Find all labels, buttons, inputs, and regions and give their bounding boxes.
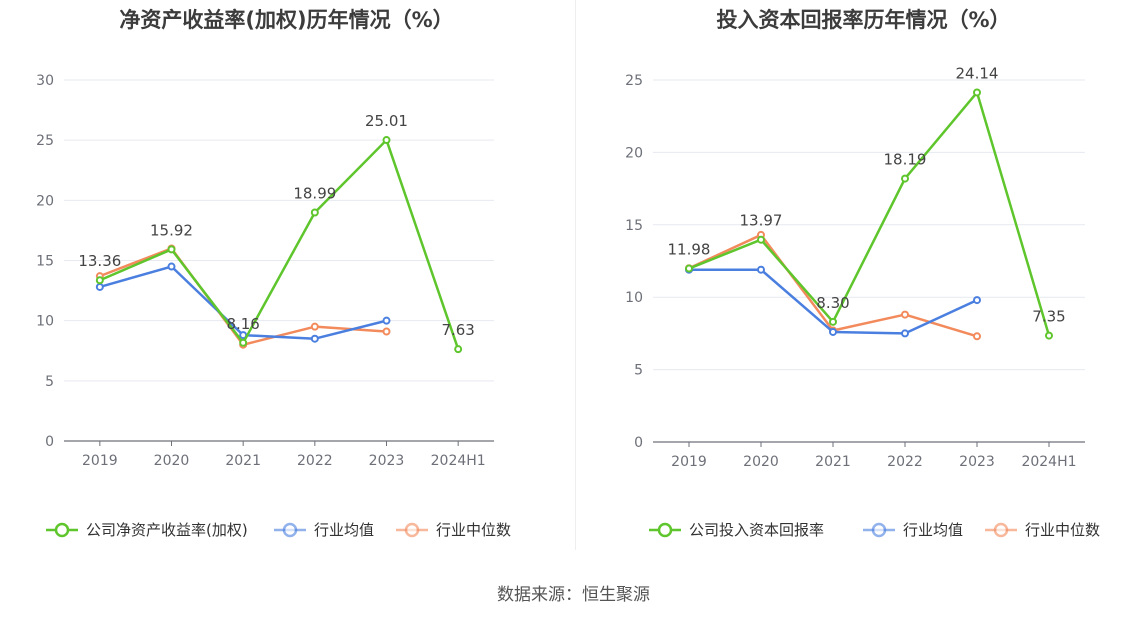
roic-chart-svg: 0 5 10 15 20 25 2019 2020 2021 2022 2023 2024H1 11.9… (625, 64, 1100, 539)
legend-label: 行业均值 (314, 521, 374, 539)
y-tick-label: 0 (45, 434, 54, 450)
y-tick-label: 20 (625, 145, 643, 161)
y-tick-label: 15 (625, 218, 643, 234)
y-tick-label: 10 (625, 290, 643, 306)
data-point (310, 322, 319, 331)
data-point (310, 334, 319, 343)
x-tick-label: 2023 (959, 454, 995, 470)
y-tick-label: 20 (36, 193, 54, 209)
y-tick-label: 5 (634, 363, 643, 379)
data-label: 7.63 (441, 321, 474, 339)
x-tick-label: 2024H1 (431, 453, 486, 469)
data-label: 18.19 (884, 151, 927, 169)
y-tick-label: 5 (45, 374, 54, 390)
data-point (1045, 331, 1053, 340)
data-point (382, 136, 391, 145)
data-point (454, 345, 463, 354)
x-tick-label: 2021 (225, 453, 261, 469)
data-point (685, 264, 693, 273)
legend-label: 公司净资产收益率(加权) (86, 521, 248, 539)
data-point (901, 174, 909, 183)
legend-label: 行业中位数 (1025, 521, 1100, 539)
data-point (239, 338, 248, 347)
data-label: 15.92 (150, 221, 193, 239)
y-tick-label: 30 (36, 73, 54, 89)
data-label: 24.14 (956, 64, 999, 82)
roic-chart-panel: 投入资本回报率历年情况（%） 0 5 10 15 20 25 2019 2020 2021 202… (577, 0, 1147, 560)
data-point (95, 276, 104, 285)
roe-chart-svg: 0 5 10 15 20 25 30 2019 2020 2021 2022 2023 2024H1 13… (36, 73, 511, 539)
data-point (167, 262, 176, 271)
legend-marker-icon (657, 522, 673, 538)
x-tick-label: 2019 (671, 454, 707, 470)
data-label: 25.01 (365, 112, 408, 130)
y-tick-label: 0 (634, 435, 643, 451)
x-tick-label: 2024H1 (1021, 454, 1076, 470)
y-tick-label: 25 (36, 133, 54, 149)
data-label: 18.99 (293, 184, 336, 202)
x-tick-label: 2022 (887, 454, 923, 470)
data-point (310, 208, 319, 217)
data-point (973, 88, 981, 97)
legend-marker-icon (993, 522, 1009, 538)
y-tick-label: 10 (36, 314, 54, 330)
data-point (829, 317, 837, 326)
roic-chart-title: 投入资本回报率历年情况（%） (716, 8, 1011, 32)
data-point (95, 282, 104, 291)
legend-marker-icon (404, 522, 420, 538)
series-line (688, 91, 1051, 336)
data-label: 8.30 (816, 294, 849, 312)
y-tick-label: 15 (36, 254, 54, 270)
legend-label: 行业中位数 (436, 521, 511, 539)
data-point (973, 332, 981, 341)
data-label: 8.16 (226, 315, 259, 333)
x-tick-label: 2020 (154, 453, 190, 469)
series-line (99, 138, 460, 350)
legend-marker-icon (871, 522, 887, 538)
data-point (973, 296, 981, 305)
data-point (901, 310, 909, 319)
x-tick-label: 2020 (743, 454, 779, 470)
data-point (382, 316, 391, 325)
x-tick-label: 2021 (815, 454, 851, 470)
data-label: 13.36 (78, 252, 121, 270)
x-tick-label: 2022 (297, 453, 333, 469)
x-tick-label: 2023 (369, 453, 405, 469)
x-tick-label: 2019 (82, 453, 118, 469)
data-point (757, 265, 765, 274)
roe-chart-title: 净资产收益率(加权)历年情况（%） (119, 8, 454, 32)
data-label: 11.98 (668, 241, 711, 259)
data-point (167, 245, 176, 254)
legend-label: 行业均值 (903, 521, 963, 539)
data-point (757, 235, 765, 244)
data-label: 7.35 (1032, 308, 1065, 326)
data-label: 13.97 (740, 212, 783, 230)
data-point (901, 329, 909, 338)
y-tick-label: 25 (625, 73, 643, 89)
panel-divider (575, 0, 576, 550)
data-point (382, 327, 391, 336)
data-point (829, 327, 837, 336)
data-source-note: 数据来源：恒生聚源 (497, 585, 650, 605)
legend-marker-icon (54, 522, 70, 538)
legend-marker-icon (282, 522, 298, 538)
legend-label: 公司投入资本回报率 (689, 521, 824, 539)
roe-chart-panel: 净资产收益率(加权)历年情况（%） 0 5 10 15 20 25 30 2019 2020 20… (0, 0, 573, 560)
